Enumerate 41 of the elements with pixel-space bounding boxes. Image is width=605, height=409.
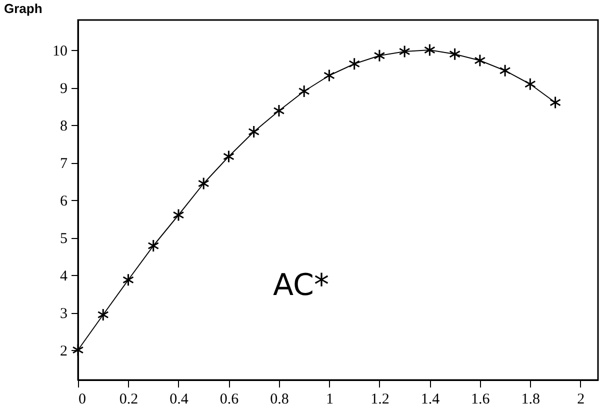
- y-tick-label: 10: [52, 44, 68, 60]
- point: [97, 308, 109, 322]
- x-tick-label: 0.6: [220, 392, 240, 408]
- point: [172, 208, 184, 222]
- x-tick-label: 2: [577, 392, 585, 408]
- x-tick-label: 1.2: [370, 392, 390, 408]
- point: [223, 150, 234, 163]
- point: [248, 125, 260, 138]
- y-tick-label: 7: [60, 156, 68, 172]
- point: [348, 57, 360, 70]
- point: [524, 78, 536, 91]
- x-tick-label: 1.8: [521, 392, 540, 408]
- x-tick-label: 0.2: [119, 392, 138, 408]
- point: [398, 45, 410, 58]
- point: [324, 69, 335, 82]
- point: [499, 64, 511, 78]
- x-tick-label: 0.8: [270, 392, 289, 408]
- annotation: AC*: [273, 268, 329, 303]
- x-tick-label: 0.4: [170, 392, 189, 408]
- x-tick-label: 1.4: [420, 392, 440, 408]
- point: [273, 104, 285, 118]
- x-tick-label: 1: [326, 392, 334, 408]
- point: [298, 84, 310, 98]
- y-tick-label: 3: [60, 306, 68, 322]
- point: [474, 54, 486, 67]
- y-tick-label: 9: [60, 81, 68, 97]
- y-tick-label: 6: [60, 194, 68, 210]
- y-tick-label: 8: [60, 118, 68, 134]
- y-tick-label: 4: [60, 268, 68, 284]
- point: [148, 239, 160, 252]
- point: [449, 48, 461, 61]
- y-tick-label: 5: [60, 231, 68, 247]
- point: [122, 273, 134, 286]
- x-tick-label: 0: [78, 392, 86, 408]
- point: [374, 49, 386, 62]
- y-tick-label: 2: [60, 344, 68, 360]
- chart-title: Graph: [4, 1, 42, 16]
- point: [424, 44, 436, 56]
- point: [198, 177, 210, 190]
- point: [550, 96, 562, 109]
- x-tick-label: 1.6: [471, 392, 490, 408]
